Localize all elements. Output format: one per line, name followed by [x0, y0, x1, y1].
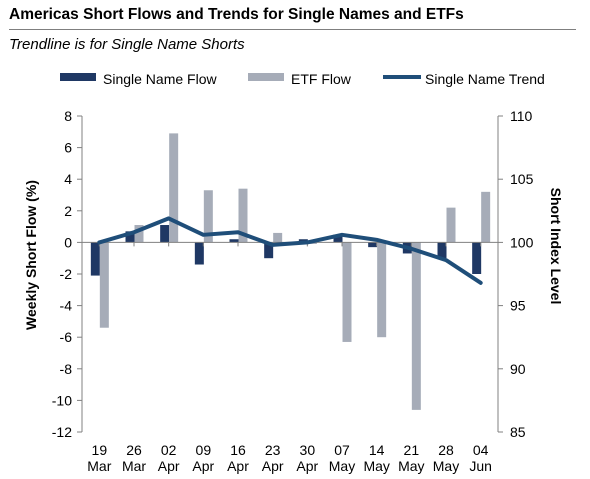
bar-single-name-flow — [472, 242, 482, 274]
y-tick-label: -12 — [52, 424, 72, 440]
x-tick-label-day: 19 — [92, 442, 108, 458]
x-tick-label-month: Apr — [262, 458, 284, 474]
x-tick-label-day: 14 — [369, 442, 385, 458]
y-tick-label: -8 — [60, 361, 73, 377]
x-tick-label-month: Apr — [296, 458, 318, 474]
bar-single-name-flow — [264, 242, 274, 259]
x-tick-label-day: 04 — [473, 442, 489, 458]
bar-single-name-flow — [160, 225, 170, 243]
bar-etf-flow — [481, 191, 491, 243]
y-tick-label: 8 — [64, 108, 72, 124]
bar-etf-flow — [134, 225, 144, 243]
y2-tick-label: 95 — [510, 298, 526, 314]
x-tick-label-month: May — [363, 458, 389, 474]
x-tick-label-month: May — [398, 458, 424, 474]
legend-label-etf-flow: ETF Flow — [291, 71, 352, 87]
x-tick-label-day: 30 — [300, 442, 316, 458]
legend: Single Name Flow ETF Flow Single Name Tr… — [60, 71, 545, 87]
y2-tick-label: 105 — [510, 171, 534, 187]
x-tick-label-month: Apr — [192, 458, 214, 474]
x-tick-label-day: 07 — [334, 442, 350, 458]
legend-label-single-name-trend: Single Name Trend — [425, 71, 545, 87]
legend-swatch-etf-flow — [248, 73, 284, 81]
bar-single-name-flow — [437, 242, 447, 259]
x-tick-label-month: Apr — [158, 458, 180, 474]
bar-etf-flow — [273, 232, 283, 243]
y2-tick-label: 110 — [510, 108, 533, 124]
plot-area: 86420-2-4-6-8-10-1211010510095908519Mar2… — [52, 108, 534, 474]
x-tick-label-month: Jun — [469, 458, 492, 474]
x-tick-label-day: 09 — [196, 442, 212, 458]
x-tick-label-month: Mar — [87, 458, 111, 474]
chart-subtitle: Trendline is for Single Name Shorts — [9, 36, 245, 53]
x-tick-label-month: May — [433, 458, 459, 474]
y-axis-title: Weekly Short Flow (%) — [23, 180, 39, 330]
bar-single-name-flow — [125, 231, 135, 243]
bar-etf-flow — [377, 242, 387, 338]
y-tick-label: 6 — [64, 140, 72, 156]
bar-single-name-flow — [194, 242, 204, 265]
y-tick-label: -2 — [60, 266, 73, 282]
y-tick-label: 2 — [64, 203, 72, 219]
x-tick-label-day: 28 — [438, 442, 454, 458]
y2-axis-title: Short Index Level — [548, 188, 564, 305]
y2-tick-label: 85 — [510, 424, 526, 440]
bar-etf-flow — [203, 190, 213, 243]
x-tick-label-day: 23 — [265, 442, 281, 458]
x-tick-label-month: Mar — [122, 458, 146, 474]
x-tick-label-month: Apr — [227, 458, 249, 474]
x-tick-label-day: 21 — [404, 442, 420, 458]
bar-single-name-flow — [368, 242, 378, 248]
legend-swatch-single-name-flow — [60, 73, 96, 81]
bar-etf-flow — [342, 242, 352, 342]
bar-etf-flow — [169, 133, 179, 243]
y-tick-label: -10 — [52, 392, 72, 408]
chart-title: Americas Short Flows and Trends for Sing… — [9, 6, 464, 23]
bar-etf-flow — [99, 242, 109, 328]
y2-tick-label: 100 — [510, 234, 534, 250]
bar-etf-flow — [411, 242, 421, 410]
y-tick-label: -6 — [60, 329, 73, 345]
x-tick-label-day: 26 — [126, 442, 142, 458]
title-divider — [9, 29, 576, 30]
x-tick-label-day: 02 — [161, 442, 177, 458]
y-tick-label: -4 — [60, 298, 73, 314]
bar-single-name-flow — [90, 242, 100, 276]
bar-etf-flow — [446, 207, 456, 243]
y2-tick-label: 90 — [510, 361, 526, 377]
x-tick-label-day: 16 — [230, 442, 246, 458]
y-tick-label: 0 — [64, 234, 72, 250]
y-tick-label: 4 — [64, 171, 72, 187]
x-tick-label-month: May — [329, 458, 355, 474]
trend-line-single-name — [97, 216, 483, 285]
bar-etf-flow — [238, 188, 248, 243]
bar-single-name-flow — [333, 234, 343, 243]
legend-label-single-name-flow: Single Name Flow — [103, 71, 217, 87]
bar-single-name-flow — [229, 239, 239, 243]
